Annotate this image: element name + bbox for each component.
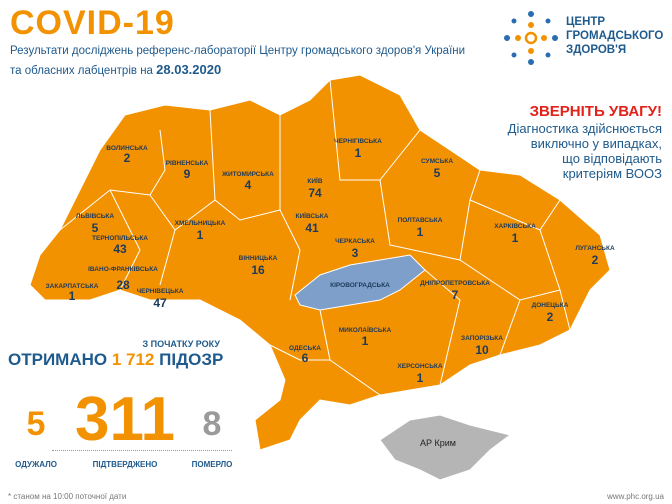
region-name: ІВАНО-ФРАНКІВСЬКА: [88, 266, 158, 273]
region-name: СУМСЬКА: [421, 158, 453, 165]
region-count: 10: [475, 343, 489, 357]
crimea: [379, 414, 512, 481]
date: 28.03.2020: [156, 62, 222, 77]
region-count: 1: [69, 289, 76, 303]
confirmed-label: ПІДТВЕРДЖЕНО: [92, 460, 158, 469]
region-count: 1: [355, 146, 362, 160]
region-count: 41: [305, 221, 319, 235]
region-count: 1: [417, 371, 424, 385]
region-name: КИЇВСЬКА: [296, 212, 329, 220]
region-count: 43: [113, 242, 127, 256]
region-count: 6: [302, 351, 309, 365]
received-suffix: ПІДОЗР: [159, 350, 224, 369]
notice-text: виключно у випадках,: [530, 136, 662, 151]
since-label: З ПОЧАТКУ РОКУ: [142, 339, 221, 349]
notice-heading: ЗВЕРНІТЬ УВАГУ!: [529, 103, 662, 120]
region-name: РІВНЕНСЬКА: [166, 160, 209, 167]
region-name: ЛЬВІВСЬКА: [76, 213, 115, 220]
region-count: 7: [452, 288, 459, 302]
region-name: ХАРКІВСЬКА: [494, 223, 536, 230]
notice-text: Діагностика здійснюється: [507, 121, 662, 136]
region-name: ЧЕРНІВЕЦЬКА: [137, 288, 184, 295]
subtitle: Результати досліджень референс-лаборатор…: [10, 45, 466, 57]
region-count: 1: [197, 228, 204, 242]
region-count: 2: [124, 151, 131, 165]
region-name: ВІННИЦЬКА: [239, 255, 278, 262]
region-name: КИЇВ: [307, 177, 322, 185]
region-count: 16: [251, 263, 265, 277]
logo-text: ЦЕНТР: [566, 16, 606, 28]
region-count: 5: [434, 166, 441, 180]
region-count: 74: [308, 186, 322, 200]
region-name: ЧЕРКАСЬКА: [335, 238, 375, 245]
region-count: 2: [547, 310, 554, 324]
region-name: КІРОВОГРАДСЬКА: [330, 282, 390, 289]
region-name: ОДЕСЬКА: [289, 345, 321, 352]
region-count: 47: [153, 296, 167, 310]
region-count: 1: [417, 225, 424, 239]
region-count: 1: [512, 231, 519, 245]
received-count: 1 712: [111, 350, 155, 369]
region-name: ВОЛИНСЬКА: [106, 145, 148, 152]
footnote: * станом на 10:00 поточної дати: [8, 492, 127, 501]
region-name: ХМЕЛЬНИЦЬКА: [175, 220, 226, 227]
recovered-count: 5: [26, 405, 46, 443]
recovered-label: ОДУЖАЛО: [15, 460, 57, 469]
region-name: ЗАПОРІЗЬКА: [461, 335, 503, 342]
region-borders: [59, 79, 571, 396]
region-name: ЧЕРНІГІВСЬКА: [334, 138, 382, 145]
died-label: ПОМЕРЛО: [191, 460, 233, 469]
received-line: ОТРИМАНО 1 712 ПІДОЗР: [8, 350, 223, 370]
region-name: ХЕРСОНСЬКА: [397, 363, 442, 370]
region-name: ТЕРНОПІЛЬСЬКА: [92, 235, 148, 242]
url: www.phc.org.ua: [607, 492, 664, 501]
subtitle: та обласних лабцентрів на 28.03.2020: [10, 62, 221, 77]
notice-text: що відповідають: [562, 151, 662, 166]
region-count: 2: [592, 253, 599, 267]
region-name: ЖИТОМИРСЬКА: [221, 171, 274, 178]
region-name: ДНІПРОПЕТРОВСЬКА: [420, 280, 490, 287]
logo-text: ЗДОРОВ'Я: [566, 44, 627, 56]
region-count: 5: [92, 221, 99, 235]
region-count: 3: [352, 246, 359, 260]
confirmed-count: 311: [74, 385, 176, 454]
region-name: ЗАКАРПАТСЬКА: [46, 283, 99, 290]
ukraine: [29, 74, 611, 451]
region-count: 9: [184, 167, 191, 181]
region-count: 1: [362, 334, 369, 348]
logo-mark: [504, 11, 558, 65]
divider: [52, 450, 232, 451]
crimea-label: АР Крим: [420, 438, 456, 448]
kirovohrad-region: [294, 254, 426, 311]
title: COVID-19: [10, 4, 175, 42]
received-prefix: ОТРИМАНО: [8, 350, 108, 369]
region-name: МИКОЛАЇВСЬКА: [339, 326, 392, 334]
region-count: 4: [245, 178, 252, 192]
region-name: ПОЛТАВСЬКА: [398, 217, 443, 224]
region-name: ДОНЕЦЬКА: [532, 302, 569, 309]
notice-text: критеріям ВООЗ: [562, 166, 662, 181]
logo-text: ГРОМАДСЬКОГО: [566, 30, 664, 42]
subtitle: та обласних лабцентрів на: [10, 65, 157, 77]
region-name: ЛУГАНСЬКА: [575, 245, 615, 252]
region-count: 28: [116, 278, 130, 292]
died-count: 8: [202, 405, 222, 443]
